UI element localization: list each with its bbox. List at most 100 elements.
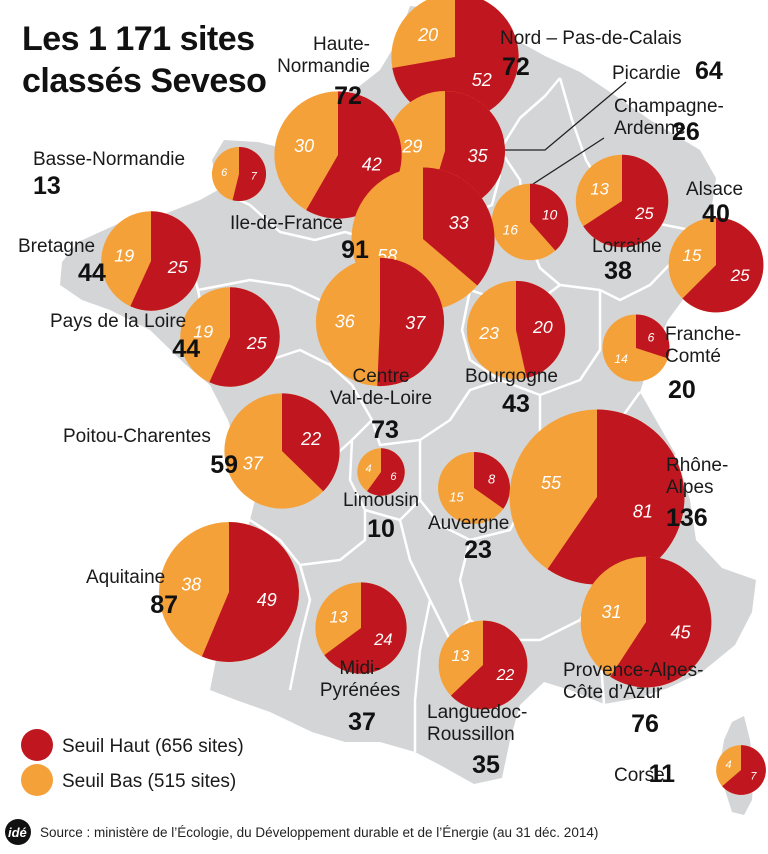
value-haut-rhone-alpes: 81 [633,502,653,522]
value-bas-nord-pas-de-calais: 20 [417,25,438,45]
value-bas-provence-alpes-cote-d-azur: 31 [602,602,622,622]
pie-basse-normandie: 76 [211,146,267,202]
value-haut-midi-pyrenees: 24 [373,631,392,649]
legend-seuil-haut-label: Seuil Haut (656 sites) [62,736,244,757]
region-name-champagne-ardenne: Champagne- [614,96,724,117]
region-total-lorraine: 38 [604,257,632,285]
pie-alsace: 25 15 [668,217,764,313]
value-haut-corse: 7 [750,771,757,783]
value-bas-picardie: 29 [401,136,422,156]
region-name-haute-normandie: Normandie [277,56,370,77]
value-haut-ile-de-france: 33 [449,213,469,233]
region-name-lorraine: Lorraine [592,236,662,257]
value-haut-haute-normandie: 42 [362,154,382,174]
region-name-haute-normandie: Haute- [313,34,370,55]
value-haut-bourgogne: 20 [532,317,553,337]
region-name-nord-pas-de-calais: Nord – Pas-de-Calais [500,28,682,49]
region-total-centre-val-de-loire: 73 [371,416,399,444]
pie-lorraine: 25 13 [575,154,669,248]
value-haut-lorraine: 25 [634,204,654,223]
value-bas-pays-de-la-loire: 19 [193,321,213,341]
region-name-centre-val-de-loire: Val-de-Loire [330,388,432,409]
value-bas-bretagne: 19 [114,245,134,265]
value-haut-languedoc-roussillon: 22 [496,667,515,684]
region-total-midi-pyrenees: 37 [348,708,376,736]
slice-seuil-haut-basse-normandie [232,146,267,202]
region-name-rhone-alpes: Alpes [666,477,714,498]
region-total-ile-de-france: 91 [341,236,369,264]
slice-seuil-haut-franche-comte [636,314,670,359]
value-haut-pays-de-la-loire: 25 [246,333,267,353]
region-name-corse: Corse [614,765,665,786]
region-total-pays-de-la-loire: 44 [172,335,200,363]
value-bas-limousin: 4 [366,463,372,475]
region-total-aquitaine: 87 [150,591,178,619]
region-total-haute-normandie: 72 [334,82,362,110]
slice-seuil-haut-champagne-ardenne [530,183,569,251]
value-bas-midi-pyrenees: 13 [329,608,347,626]
pie-poitou-charentes: 22 37 [224,393,340,509]
slice-seuil-haut-centre-val-de-loire [377,257,445,387]
region-total-alsace: 40 [702,200,730,228]
region-total-basse-normandie: 13 [33,172,61,200]
pie-champagne-ardenne: 10 16 [491,183,569,261]
title-line-2: classés Seveso [22,62,266,100]
value-haut-auvergne: 8 [488,471,496,486]
slice-seuil-haut-lorraine [583,154,669,248]
pie-pays-de-la-loire: 25 19 [180,287,280,387]
slice-seuil-haut-bretagne [130,211,201,311]
slice-seuil-haut-auvergne [474,452,510,509]
pie-bretagne: 25 19 [101,211,201,311]
region-total-bretagne: 44 [78,259,106,287]
region-name-basse-normandie: Basse-Normandie [33,149,185,170]
slice-seuil-haut-limousin [367,448,405,496]
value-bas-lorraine: 13 [590,180,609,199]
value-haut-limousin: 6 [390,471,397,483]
region-name-picardie: Picardie [612,63,681,84]
legend-seuil-haut-swatch [21,729,53,761]
region-total-champagne-ardenne: 26 [672,118,700,146]
footer: idé Source : ministère de l’Écologie, du… [5,819,598,845]
region-total-nord-pas-de-calais: 72 [502,53,530,81]
value-haut-provence-alpes-cote-d-azur: 45 [670,623,691,643]
value-bas-basse-normandie: 6 [221,167,228,179]
pie-provence-alpes-cote-d-azur: 45 31 [580,556,712,688]
value-bas-corse: 4 [725,759,731,771]
value-haut-alsace: 25 [730,266,750,285]
region-name-franche-comte: Franche- [665,324,741,345]
slice-seuil-haut-provence-alpes-cote-d-azur [610,556,712,688]
slice-seuil-haut-poitou-charentes [282,393,340,492]
value-bas-champagne-ardenne: 16 [503,222,519,237]
value-haut-basse-normandie: 7 [251,171,258,183]
region-name-champagne-ardenne: Ardenne [614,118,686,139]
value-haut-picardie: 35 [468,146,489,166]
ide-logo-badge [5,819,31,845]
slice-seuil-haut-pays-de-la-loire [209,287,280,387]
slice-seuil-haut-midi-pyrenees [324,582,407,674]
region-name-rhone-alpes: Rhône- [666,455,728,476]
value-haut-franche-comte: 6 [648,330,655,344]
region-name-auvergne: Auvergne [428,513,509,534]
pie-aquitaine: 49 38 [159,522,299,662]
region-name-languedoc-roussillon: Roussillon [427,724,515,745]
region-total-franche-comte: 20 [668,376,696,404]
value-bas-centre-val-de-loire: 36 [335,312,356,332]
title-block: Les 1 171 sites classés Seveso [22,20,267,100]
region-total-rhone-alpes: 136 [666,504,708,532]
region-name-aquitaine: Aquitaine [86,567,165,588]
slice-seuil-haut-nord-pas-de-calais [392,0,519,121]
region-total-auvergne: 23 [464,536,492,564]
region-name-provence-alpes-cote-d-azur: Côte d’Azur [563,682,663,703]
ide-logo-text: idé [8,825,27,840]
value-bas-bourgogne: 23 [478,323,499,343]
region-name-bourgogne: Bourgogne [465,366,558,387]
region-total-languedoc-roussillon: 35 [472,751,500,779]
region-name-bretagne: Bretagne [18,236,95,257]
pie-corse: 74 [716,745,766,795]
region-name-centre-val-de-loire: Centre [352,366,409,387]
pie-nord-pas-de-calais: 52 20 [391,0,519,121]
region-total-corse: 11 [649,760,676,788]
pie-midi-pyrenees: 24 13 [315,582,407,674]
region-name-franche-comte: Comté [665,346,721,367]
value-bas-alsace: 15 [682,246,701,265]
